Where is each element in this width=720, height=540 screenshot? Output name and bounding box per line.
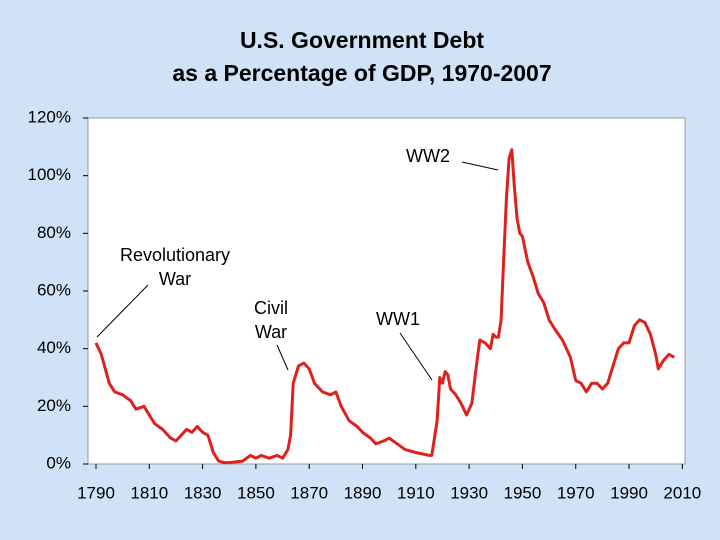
annotation: Revolutionary	[120, 245, 230, 265]
y-tick-label: 80%	[37, 223, 71, 242]
x-tick-label: 1830	[184, 483, 222, 502]
x-tick-label: 1850	[237, 483, 275, 502]
x-tick-label: 2010	[663, 483, 701, 502]
annotation: War	[159, 269, 191, 289]
x-tick-label: 1810	[130, 483, 168, 502]
annotation: Civil	[254, 298, 288, 318]
x-tick-label: 1910	[397, 483, 435, 502]
y-tick-label: 0%	[46, 453, 71, 472]
plot-area	[87, 117, 686, 465]
y-tick-label: 100%	[28, 165, 71, 184]
annotation: WW2	[406, 146, 450, 166]
annotation: War	[255, 322, 287, 342]
chart-title: U.S. Government Debt	[240, 27, 484, 53]
plot: 0% 20% 40% 60% 80% 100% 120% 1790 1810 1830 1850 18…	[28, 107, 702, 502]
x-tick-label: 1970	[557, 483, 595, 502]
leader-line	[96, 284, 149, 338]
leader-line	[461, 161, 499, 171]
chart-title: as a Percentage of GDP, 1970-2007	[172, 60, 551, 86]
y-tick-label: 20%	[37, 396, 71, 415]
data-line	[94, 148, 676, 465]
leader-line	[276, 344, 289, 371]
x-tick-label: 1890	[344, 483, 382, 502]
leader-line	[399, 332, 433, 381]
x-tick-label: 1930	[450, 483, 488, 502]
x-tick-label: 1870	[290, 483, 328, 502]
y-tick-label: 40%	[37, 338, 71, 357]
x-tick-label: 1790	[77, 483, 115, 502]
y-tick-label: 60%	[37, 280, 71, 299]
y-tick-label: 120%	[28, 107, 71, 126]
x-tick-label: 1990	[610, 483, 648, 502]
annotation: WW1	[376, 309, 420, 329]
x-tick-label: 1950	[504, 483, 542, 502]
